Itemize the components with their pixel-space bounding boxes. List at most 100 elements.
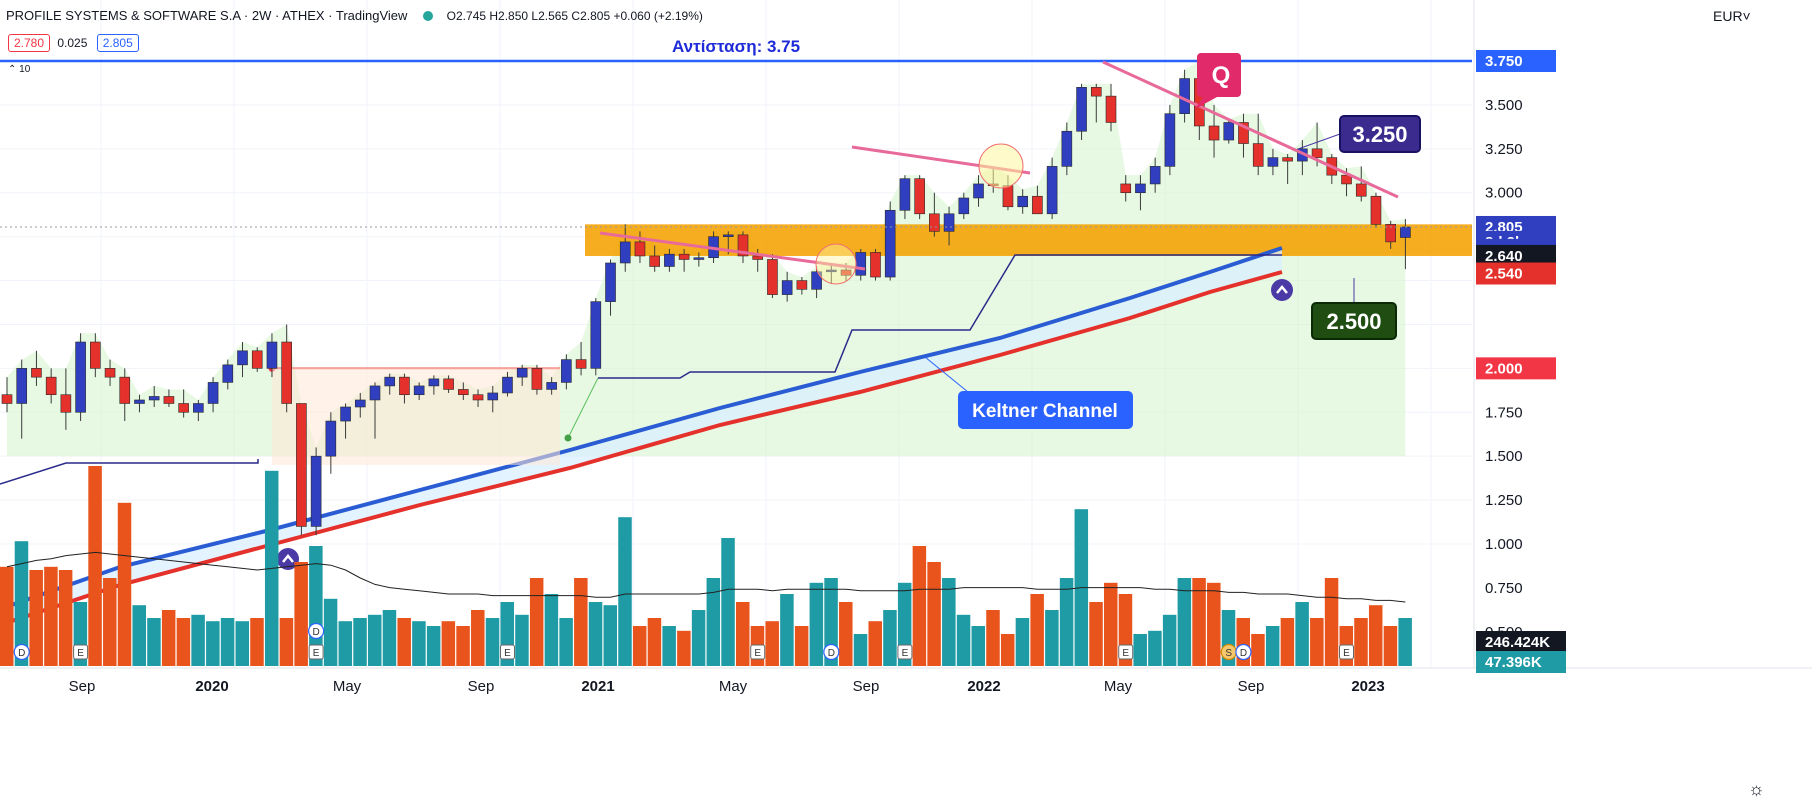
candle-body: [487, 392, 499, 401]
volume-bar: [103, 578, 117, 666]
volume-bar: [1265, 626, 1280, 666]
candle-body: [399, 376, 410, 396]
trailing-stop-line: [598, 254, 1282, 379]
candle-body: [649, 255, 660, 267]
candle-body: [1105, 95, 1117, 123]
volume-bar: [1045, 610, 1059, 666]
volume-bar: [412, 621, 426, 666]
volume-bar: [279, 618, 294, 666]
volume-bar: [1383, 626, 1398, 666]
volume-bar: [58, 570, 73, 666]
candle-body: [354, 399, 366, 408]
candle-body: [458, 389, 469, 396]
callout-q: Q: [1212, 62, 1231, 89]
volume-bar: [794, 626, 809, 666]
volume-bar: [662, 626, 676, 666]
candle-body: [884, 209, 896, 278]
volume-bar: [588, 602, 603, 666]
candle-body: [722, 234, 734, 237]
volume-bar: [942, 578, 956, 666]
dividend-marker: [1235, 643, 1252, 661]
candle-body: [546, 382, 557, 390]
price-label: 246.424K: [1485, 634, 1550, 651]
candle-body: [1400, 226, 1411, 238]
volume-bar: [471, 610, 485, 666]
volume-bar: [956, 614, 971, 666]
volume-bar: [117, 502, 132, 666]
symbol-title[interactable]: PROFILE SYSTEMS & SOFTWARE S.A · 2W · AT…: [6, 8, 408, 23]
volume-bar: [206, 621, 220, 666]
x-tick-label: 2022: [967, 678, 1000, 695]
candle-body: [443, 378, 454, 390]
candle-body: [826, 269, 837, 273]
volume-ma-line: [6, 551, 1406, 603]
earnings-marker: [1118, 644, 1134, 660]
candle-body: [531, 368, 543, 390]
volume-bar: [986, 610, 1000, 666]
y-tick-label: 1.000: [1485, 536, 1523, 553]
price-label-box: [1476, 244, 1556, 267]
trendline-2022: [1102, 60, 1399, 199]
volume-bar: [1192, 578, 1206, 666]
resistance-label: Αντίσταση: 3.75: [672, 37, 800, 56]
volume-bar: [382, 610, 397, 666]
x-tick-label: May: [719, 678, 748, 695]
settings-gear-icon[interactable]: ☼: [1748, 779, 1765, 799]
candle-body: [1164, 113, 1176, 167]
volume-layer: [0, 466, 1412, 666]
volume-bar: [1015, 618, 1030, 666]
volume-bar: [161, 610, 176, 666]
callout-leader: [924, 356, 969, 393]
x-tick-label: 2020: [195, 678, 228, 695]
currency-selector[interactable]: EUR˅: [1713, 8, 1751, 24]
event-label: D: [18, 648, 25, 659]
volume-bar: [574, 578, 588, 666]
candle-body: [60, 394, 72, 413]
earnings-marker: [308, 644, 324, 660]
candle-body: [929, 213, 940, 232]
candle-body: [310, 455, 322, 527]
keltner-lower-line: [0, 270, 1283, 627]
candle-body: [664, 253, 675, 267]
price-label-box: [1476, 50, 1556, 72]
candle-body: [1223, 122, 1235, 141]
ohlc-readout: O2.745 H2.850 L2.565 C2.805 +0.060 (+2.1…: [446, 9, 703, 23]
event-label: E: [77, 648, 84, 659]
candle-body: [634, 241, 646, 257]
candle-body: [428, 378, 440, 387]
volume-bar: [441, 621, 456, 666]
volume-bar: [250, 618, 264, 666]
y-tick-label: 1.250: [1485, 492, 1523, 509]
candle-body: [575, 359, 587, 369]
volume-bar: [912, 546, 927, 666]
chart-header: PROFILE SYSTEMS & SOFTWARE S.A · 2W · AT…: [6, 8, 703, 23]
y-tick-label: 1.750: [1485, 404, 1523, 421]
indicator-tag[interactable]: ⌃ 10: [8, 64, 31, 75]
candle-body: [1032, 195, 1043, 215]
candle-body: [251, 350, 263, 369]
price-label: 3.750: [1485, 53, 1523, 70]
volume-bar: [853, 634, 868, 666]
volume-bar: [1310, 618, 1324, 666]
chevron-up-icon: [1276, 285, 1288, 294]
volume-bar: [1398, 618, 1412, 666]
volume-bar: [529, 578, 544, 666]
ask-price[interactable]: 2.805: [96, 34, 139, 52]
candle-body: [619, 241, 631, 264]
candle-body: [472, 394, 484, 401]
volume-bar: [147, 618, 161, 666]
volume-bar: [191, 614, 205, 666]
trendline-2021: [599, 231, 866, 271]
candle-body: [899, 178, 911, 211]
trailing-stop-line: [567, 377, 599, 439]
candle-body: [1311, 148, 1323, 158]
price-label-box: [1476, 357, 1556, 380]
price-scale-bg: [1474, 0, 1812, 811]
candle-body: [811, 271, 822, 290]
up-arrow-marker: [1271, 279, 1293, 301]
dividend-marker: [13, 643, 30, 661]
bid-price[interactable]: 2.780: [8, 34, 51, 52]
candle-body: [384, 376, 396, 387]
volume-bar: [1059, 578, 1074, 666]
